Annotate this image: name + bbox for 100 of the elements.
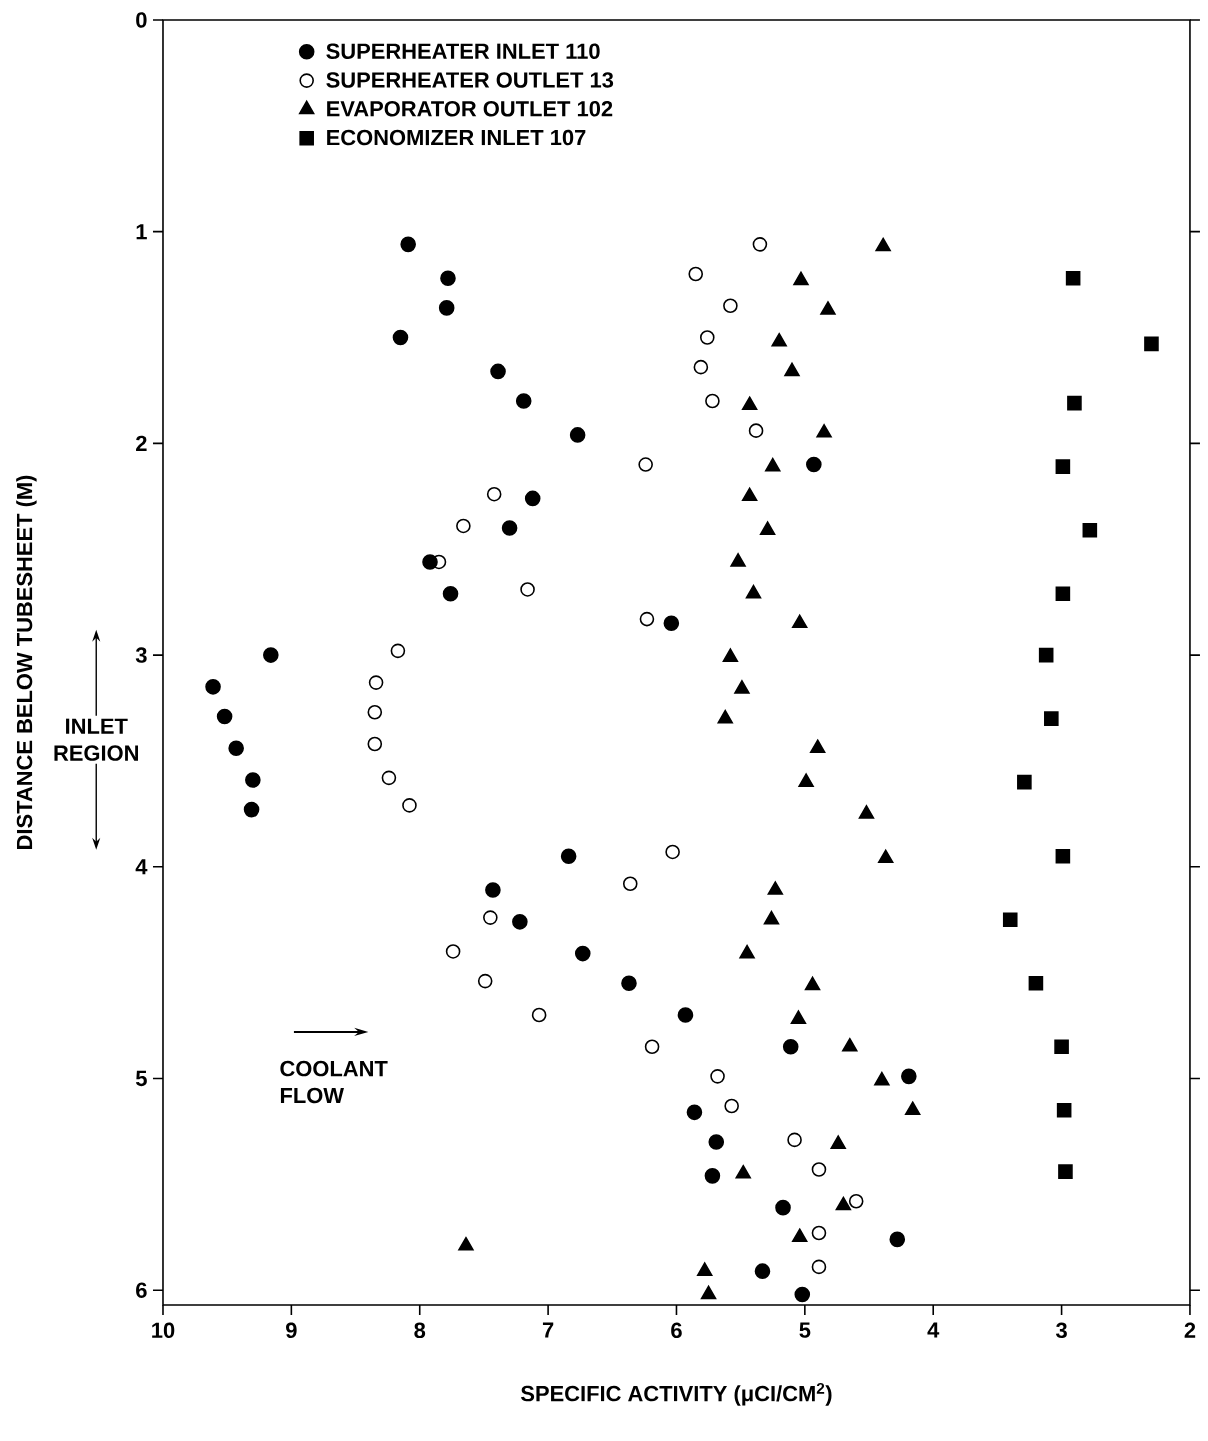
point <box>1055 848 1071 864</box>
legend-label: SUPERHEATER INLET 110 <box>326 43 600 59</box>
x-tick-label: 8 <box>414 1322 426 1339</box>
point <box>842 1037 858 1052</box>
point <box>787 1132 802 1148</box>
point <box>745 584 762 599</box>
point <box>1058 1164 1073 1179</box>
point <box>520 582 535 597</box>
point <box>228 740 244 757</box>
point <box>791 614 808 629</box>
x-tick-label: 6 <box>671 1322 682 1339</box>
point <box>722 648 739 662</box>
point <box>402 798 417 813</box>
point <box>752 237 768 252</box>
x-tick-label: 10 <box>152 1322 175 1339</box>
point <box>809 739 826 754</box>
point <box>767 881 784 895</box>
point <box>804 976 821 991</box>
annotation: COOLANT FLOW <box>280 1060 388 1104</box>
point <box>717 709 733 724</box>
point <box>741 487 758 502</box>
legend-label: SUPERHEATER OUTLET 13 <box>326 72 614 88</box>
point <box>759 521 776 535</box>
point <box>830 1135 846 1149</box>
point <box>245 772 261 788</box>
point <box>485 882 501 898</box>
point <box>705 393 720 409</box>
point <box>1144 336 1159 352</box>
point <box>904 1101 921 1116</box>
point <box>1065 270 1081 286</box>
point <box>638 457 653 472</box>
point <box>784 362 800 377</box>
point <box>392 329 409 346</box>
point <box>560 848 577 864</box>
point <box>811 1225 827 1241</box>
point <box>442 585 459 602</box>
point <box>889 1231 906 1248</box>
point <box>665 844 680 860</box>
point <box>710 1069 725 1084</box>
point <box>622 876 638 892</box>
y-tick-label: 3 <box>135 647 147 663</box>
x-tick-label: 5 <box>799 1322 811 1338</box>
point <box>848 1193 864 1209</box>
x-tick-label: 2 <box>1184 1322 1196 1338</box>
x-tick-label: 7 <box>542 1322 554 1338</box>
point <box>754 1263 771 1279</box>
point <box>368 675 384 690</box>
point <box>704 1168 721 1184</box>
point <box>790 1010 807 1025</box>
y-tick-label: 5 <box>135 1070 147 1087</box>
point <box>1038 647 1054 663</box>
point <box>1055 459 1071 474</box>
point <box>390 643 406 659</box>
point <box>438 300 455 316</box>
point <box>531 1007 547 1023</box>
point <box>858 805 875 819</box>
point <box>621 975 637 992</box>
point <box>458 1236 474 1251</box>
point <box>791 1228 808 1243</box>
point <box>816 423 832 438</box>
point <box>820 301 836 315</box>
y-tick-label: 6 <box>136 1282 147 1298</box>
point <box>263 647 279 663</box>
point <box>741 396 758 411</box>
point <box>512 914 528 930</box>
point <box>216 708 233 725</box>
point <box>811 1162 827 1177</box>
point <box>877 849 894 864</box>
point <box>693 359 709 375</box>
point <box>901 1068 917 1085</box>
y-tick-label: 4 <box>135 859 148 875</box>
point <box>501 520 518 536</box>
point <box>639 611 655 627</box>
point <box>782 1038 799 1055</box>
point <box>696 1262 713 1276</box>
point <box>445 944 461 959</box>
y-tick-label: 0 <box>136 12 147 28</box>
point <box>367 704 383 720</box>
point <box>748 423 764 438</box>
point <box>875 237 891 252</box>
point <box>793 271 809 286</box>
point <box>811 1259 827 1275</box>
point <box>515 393 532 409</box>
point <box>1002 912 1018 928</box>
point <box>490 363 506 380</box>
x-axis-title: SPECIFIC ACTIVITY (μCI/CM$^{2}$) <box>520 1382 832 1406</box>
y-tick-label: 1 <box>136 224 147 240</box>
y-axis-title: DISTANCE BELOW TUBESHEET (M) <box>16 475 37 849</box>
point <box>699 330 715 345</box>
point <box>765 457 781 472</box>
point <box>367 736 383 752</box>
point <box>440 270 456 287</box>
point <box>381 770 397 786</box>
point <box>794 1286 811 1303</box>
point <box>1028 975 1044 991</box>
point <box>1044 711 1059 726</box>
point <box>486 486 502 502</box>
point <box>874 1071 890 1086</box>
point <box>677 1007 694 1023</box>
point <box>771 332 787 347</box>
